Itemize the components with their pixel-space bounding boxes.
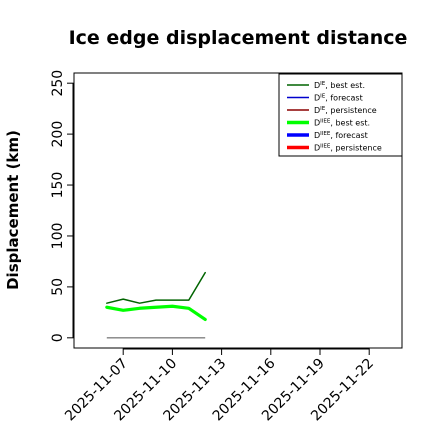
x-axis: 2025-11-072025-11-102025-11-132025-11-16… [62, 348, 377, 424]
y-tick-label: 200 [50, 121, 66, 148]
plot-area-frame [73, 72, 403, 349]
series-layer [105, 271, 207, 339]
y-axis: 0 50 100 150 200 250 [50, 70, 74, 342]
y-tick-label: 50 [50, 278, 66, 296]
y-tick-label: 250 [50, 70, 66, 97]
legend-entry-3: DIIEE, best est. [314, 119, 370, 128]
y-tick-label: 150 [50, 172, 66, 199]
y-tick-label: 0 [50, 333, 66, 342]
legend-entry-0: DIE, best est. [314, 81, 365, 90]
legend-entry-1: DIE, forecast [314, 94, 363, 103]
series-line-3 [105, 304, 207, 322]
legend-entry-4: DIIEE, forecast [314, 131, 368, 140]
legend-box [278, 73, 403, 157]
chart-title: Ice edge displacement distance [69, 27, 408, 49]
series-line-0 [106, 271, 206, 304]
y-axis-label: Displacement (km) [4, 130, 22, 290]
legend-entry-2: DIE, persistence [314, 106, 377, 115]
y-tick-label: 100 [50, 223, 66, 250]
legend: DIE, best est. DIE, forecast DIE, persiste… [278, 73, 403, 157]
legend-entry-5: DIIEE, persistence [314, 144, 382, 153]
